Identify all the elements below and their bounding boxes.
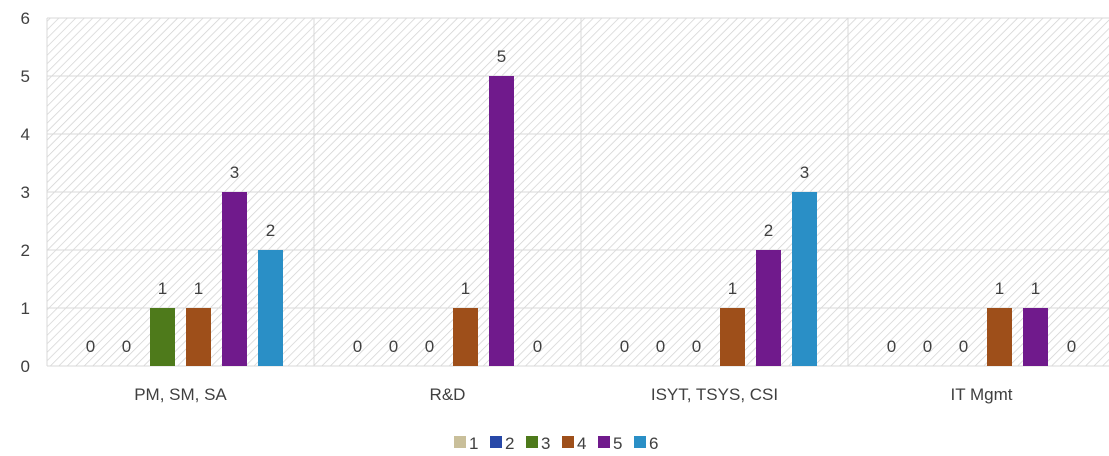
x-axis: PM, SM, SA R&D ISYT, TSYS, CSI IT Mgmt xyxy=(134,385,1013,404)
legend-swatch xyxy=(562,436,574,448)
data-label: 2 xyxy=(266,221,275,240)
y-tick-label: 4 xyxy=(21,125,30,144)
data-label: 3 xyxy=(800,163,809,182)
legend-swatch xyxy=(634,436,646,448)
data-label: 5 xyxy=(497,47,506,66)
data-label: 1 xyxy=(194,279,203,298)
bars xyxy=(150,76,1048,366)
data-label: 1 xyxy=(1031,279,1040,298)
data-label: 0 xyxy=(86,337,95,356)
legend-item: 3 xyxy=(526,434,550,453)
bar-series-4-1 xyxy=(453,308,478,366)
data-label: 0 xyxy=(353,337,362,356)
legend-item: 2 xyxy=(490,434,514,453)
data-label: 0 xyxy=(887,337,896,356)
data-label: 1 xyxy=(158,279,167,298)
legend-swatch xyxy=(526,436,538,448)
category-label: IT Mgmt xyxy=(950,385,1012,404)
data-label: 1 xyxy=(461,279,470,298)
bar-series-4-2 xyxy=(720,308,745,366)
data-label: 2 xyxy=(764,221,773,240)
category-label: R&D xyxy=(430,385,466,404)
y-tick-label: 0 xyxy=(21,357,30,376)
data-label: 0 xyxy=(959,337,968,356)
category-label: PM, SM, SA xyxy=(134,385,227,404)
legend: 1 2 3 4 5 6 xyxy=(454,434,658,453)
data-label: 0 xyxy=(692,337,701,356)
legend-item: 4 xyxy=(562,434,586,453)
legend-swatch xyxy=(454,436,466,448)
y-axis: 0 1 2 3 4 5 6 xyxy=(21,9,30,376)
data-label: 0 xyxy=(533,337,542,356)
bar-series-5-2 xyxy=(756,250,781,366)
legend-item: 5 xyxy=(598,434,622,453)
bar-series-6-2 xyxy=(792,192,817,366)
legend-item: 1 xyxy=(454,434,478,453)
bar-series-6-0 xyxy=(258,250,283,366)
data-label: 0 xyxy=(656,337,665,356)
data-label: 0 xyxy=(389,337,398,356)
legend-label: 4 xyxy=(577,434,586,453)
data-label: 0 xyxy=(923,337,932,356)
data-label: 0 xyxy=(425,337,434,356)
data-label: 3 xyxy=(230,163,239,182)
legend-swatch xyxy=(490,436,502,448)
legend-label: 6 xyxy=(649,434,658,453)
bar-series-4-0 xyxy=(186,308,211,366)
legend-label: 2 xyxy=(505,434,514,453)
category-label: ISYT, TSYS, CSI xyxy=(651,385,778,404)
data-label: 1 xyxy=(995,279,1004,298)
legend-label: 5 xyxy=(613,434,622,453)
data-label: 0 xyxy=(122,337,131,356)
data-label: 0 xyxy=(1067,337,1076,356)
y-tick-label: 2 xyxy=(21,241,30,260)
bar-series-5-3 xyxy=(1023,308,1048,366)
bar-series-4-3 xyxy=(987,308,1012,366)
data-label: 0 xyxy=(620,337,629,356)
bar-series-3-0 xyxy=(150,308,175,366)
bar-series-5-0 xyxy=(222,192,247,366)
legend-label: 1 xyxy=(469,434,478,453)
y-tick-label: 3 xyxy=(21,183,30,202)
y-tick-label: 5 xyxy=(21,67,30,86)
legend-item: 6 xyxy=(634,434,658,453)
bar-series-5-1 xyxy=(489,76,514,366)
data-labels: 0 0 1 1 3 2 0 0 0 1 5 0 0 0 0 1 2 3 0 0 0 1 1 0 xyxy=(86,47,1076,356)
legend-swatch xyxy=(598,436,610,448)
y-tick-label: 1 xyxy=(21,299,30,318)
legend-label: 3 xyxy=(541,434,550,453)
y-tick-label: 6 xyxy=(21,9,30,28)
data-label: 1 xyxy=(728,279,737,298)
